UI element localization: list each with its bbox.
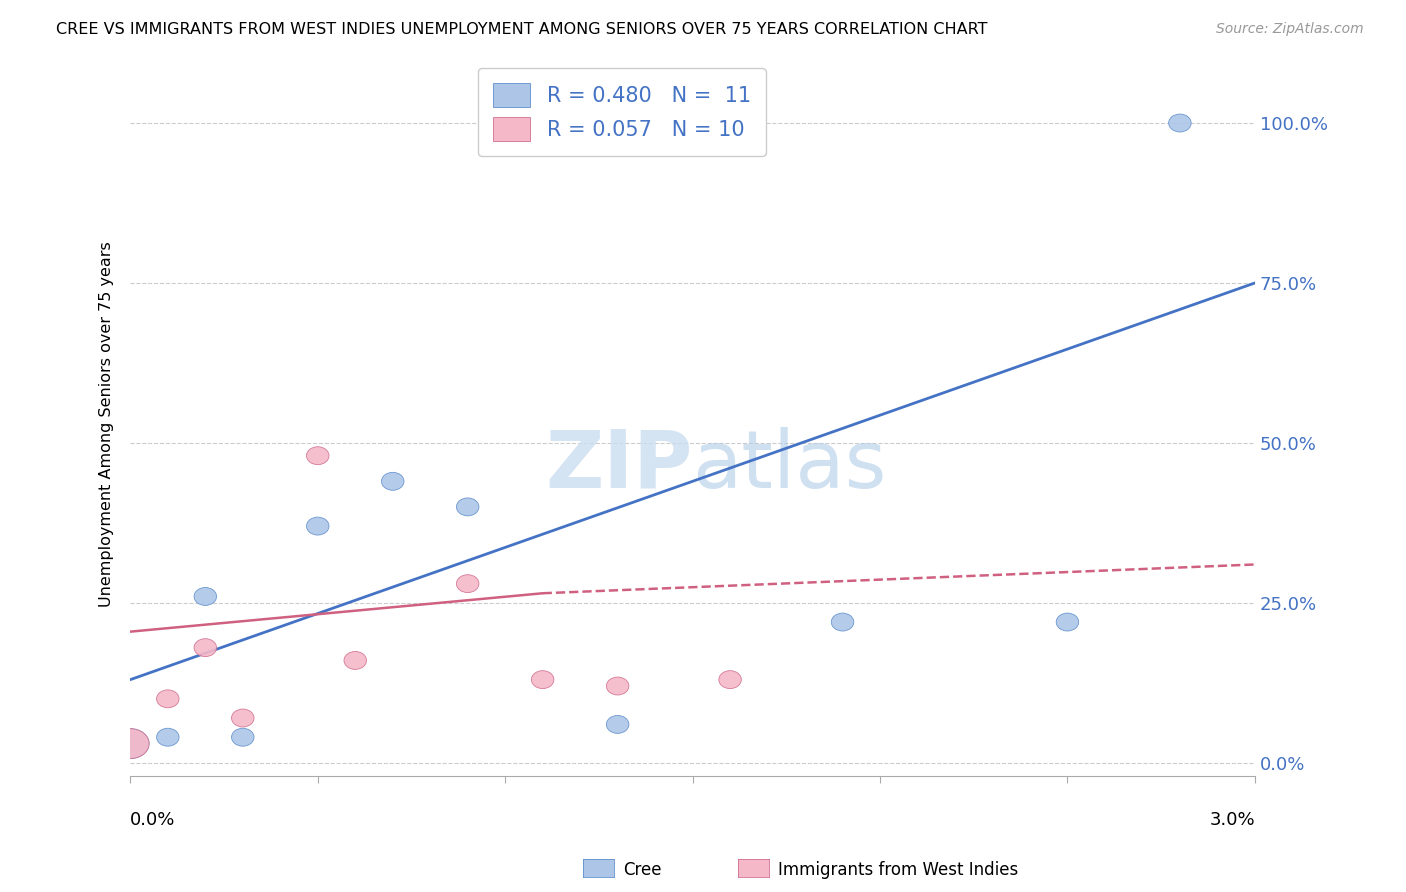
Ellipse shape: [718, 671, 741, 689]
Ellipse shape: [1056, 613, 1078, 631]
Ellipse shape: [156, 690, 179, 707]
Ellipse shape: [111, 729, 149, 758]
Ellipse shape: [831, 613, 853, 631]
Text: ZIP: ZIP: [546, 427, 693, 505]
Ellipse shape: [232, 728, 254, 747]
Text: CREE VS IMMIGRANTS FROM WEST INDIES UNEMPLOYMENT AMONG SENIORS OVER 75 YEARS COR: CREE VS IMMIGRANTS FROM WEST INDIES UNEM…: [56, 22, 988, 37]
Ellipse shape: [1168, 114, 1191, 132]
Ellipse shape: [606, 715, 628, 733]
Text: Source: ZipAtlas.com: Source: ZipAtlas.com: [1216, 22, 1364, 37]
Ellipse shape: [194, 588, 217, 606]
Text: 0.0%: 0.0%: [131, 811, 176, 829]
Legend: R = 0.480   N =  11, R = 0.057   N = 10: R = 0.480 N = 11, R = 0.057 N = 10: [478, 68, 766, 156]
Ellipse shape: [232, 709, 254, 727]
Ellipse shape: [194, 639, 217, 657]
Ellipse shape: [531, 671, 554, 689]
Ellipse shape: [606, 677, 628, 695]
Ellipse shape: [457, 498, 479, 516]
Ellipse shape: [344, 651, 367, 669]
Y-axis label: Unemployment Among Seniors over 75 years: Unemployment Among Seniors over 75 years: [100, 241, 114, 607]
Ellipse shape: [307, 517, 329, 535]
Text: Cree: Cree: [623, 861, 661, 879]
Ellipse shape: [111, 729, 149, 758]
Ellipse shape: [381, 473, 404, 491]
Text: 3.0%: 3.0%: [1209, 811, 1256, 829]
Text: Immigrants from West Indies: Immigrants from West Indies: [778, 861, 1018, 879]
Text: atlas: atlas: [693, 427, 887, 505]
Ellipse shape: [457, 574, 479, 592]
Ellipse shape: [156, 728, 179, 747]
Ellipse shape: [307, 447, 329, 465]
